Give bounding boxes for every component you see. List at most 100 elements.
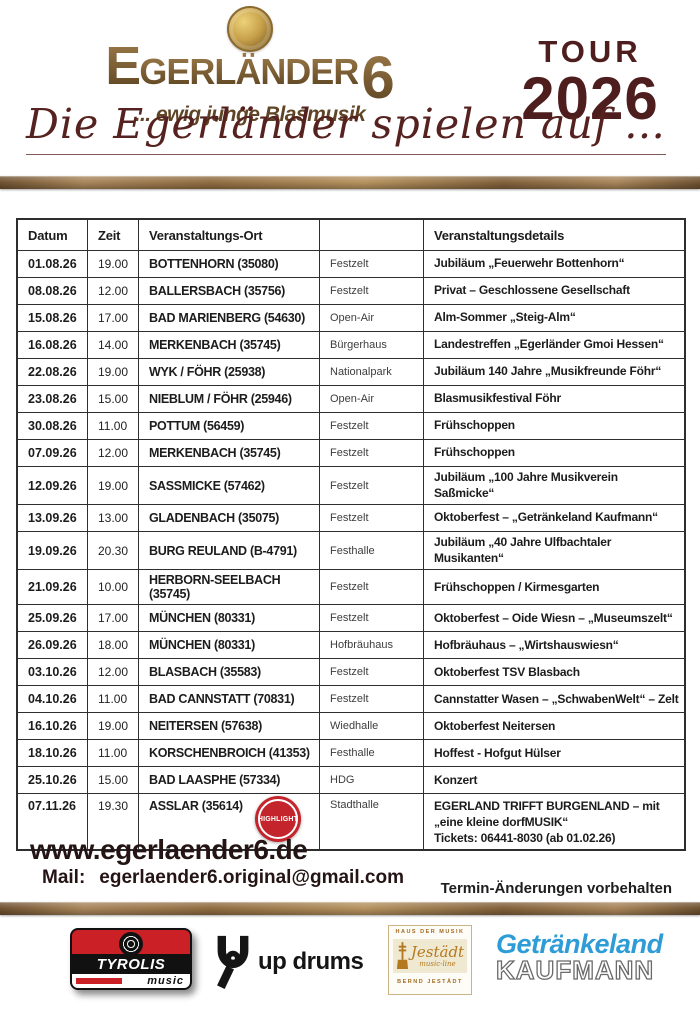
cell-ort: BALLERSBACH (35756): [139, 278, 320, 304]
cell-venue: Stadthalle: [320, 794, 424, 850]
cell-datum: 18.10.26: [18, 740, 88, 767]
tyrolis-strip: music: [72, 974, 190, 988]
cell-venue: Festhalle: [320, 740, 424, 767]
cell-details: Frühschoppen: [434, 418, 515, 433]
table-row: 19.09.26 20.30 BURG REULAND (B-4791) Fes…: [18, 531, 684, 570]
cell-ort: MÜNCHEN (80331): [139, 632, 320, 659]
tour-dates-table: Datum Zeit Veranstaltungs-Ort Veranstalt…: [16, 218, 686, 852]
ort-text: BLASBACH (35583): [149, 665, 261, 680]
cell-datum: 22.08.26: [18, 359, 88, 385]
kaufmann-line1: Getränkeland: [496, 929, 663, 959]
sponsor-jestaedt-logo: HAUS DER MUSIK Jestädt music-line BERND …: [388, 925, 472, 995]
jestaedt-mid: Jestädt music-line: [393, 939, 467, 973]
table-row: 22.08.26 19.00 WYK / FÖHR (25938) Nation…: [18, 358, 684, 385]
cell-ort: BLASBACH (35583): [139, 659, 320, 686]
table-header-row: Datum Zeit Veranstaltungs-Ort Veranstalt…: [18, 220, 684, 250]
cell-zeit: 19.30: [88, 794, 139, 850]
cell-zeit: 18.00: [88, 632, 139, 659]
cell-datum: 07.11.26: [18, 794, 88, 850]
ort-text: NIEBLUM / FÖHR (25946): [149, 392, 292, 406]
cell-details: Jubiläum „Feuerwehr Bottenhorn“: [434, 256, 625, 271]
ort-text: BAD CANNSTATT (70831): [149, 692, 295, 707]
cell-datum: 03.10.26: [18, 659, 88, 686]
tour-label: TOUR: [538, 34, 642, 69]
header-zeit: Zeit: [88, 220, 139, 250]
cell-ort: NEITERSEN (57638): [139, 713, 320, 740]
cell-ort: WYK / FÖHR (25938): [139, 359, 320, 385]
cell-ort: ASSLAR (35614) HIGHLIGHT: [139, 794, 320, 850]
ort-text: MÜNCHEN (80331): [149, 638, 255, 653]
band-name: EGERLÄNDER6: [100, 39, 400, 108]
table-row: 25.10.26 15.00 BAD LAASPHE (57334) HDG K…: [18, 766, 684, 794]
cell-zeit: 15.00: [88, 767, 139, 794]
cell-ort: BAD MARIENBERG (54630): [139, 305, 320, 331]
drum-key-icon: [217, 935, 249, 990]
cell-venue: Nationalpark: [320, 359, 424, 385]
cell-details: Jubiläum „100 Jahre Musikverein Saßmicke…: [434, 470, 618, 500]
cell-zeit: 10.00: [88, 570, 139, 605]
tyrolis-sub: music: [147, 975, 184, 987]
cell-datum: 21.09.26: [18, 570, 88, 605]
cell-details: Privat – Geschlossene Gesellschaft: [434, 283, 630, 298]
table-row: 03.10.26 12.00 BLASBACH (35583) Festzelt…: [18, 658, 684, 686]
table-row: 08.08.26 12.00 BALLERSBACH (35756) Festz…: [18, 277, 684, 304]
ort-text: BALLERSBACH (35756): [149, 284, 285, 298]
highlight-badge: HIGHLIGHT: [255, 796, 301, 843]
cell-venue: Festzelt: [320, 467, 424, 505]
cell-datum: 12.09.26: [18, 467, 88, 505]
cell-details: Hofbräuhaus – „Wirtshauswiesn“: [434, 637, 619, 652]
ort-text: BAD MARIENBERG (54630): [149, 311, 305, 325]
cell-zeit: 11.00: [88, 413, 139, 439]
jestaedt-sub: music-line: [419, 959, 456, 968]
band-logo: EGERLÄNDER6 ... ewig junge Blasmusik: [100, 6, 400, 127]
cell-ort: GLADENBACH (35075): [139, 505, 320, 532]
table-row: 13.09.26 13.00 GLADENBACH (35075) Festze…: [18, 504, 684, 532]
cell-venue: HDG: [320, 767, 424, 794]
tyrolis-red-stripe: [76, 978, 122, 984]
cell-datum: 16.10.26: [18, 713, 88, 740]
ort-text: GLADENBACH (35075): [149, 511, 280, 526]
cell-venue: Festhalle: [320, 532, 424, 570]
cell-details: Cannstatter Wasen – „SchwabenWelt“ – Zel…: [434, 691, 679, 706]
header-datum: Datum: [18, 220, 88, 250]
cell-datum: 19.09.26: [18, 532, 88, 570]
cell-datum: 25.10.26: [18, 767, 88, 794]
wood-divider-top: [0, 176, 700, 189]
cell-datum: 07.09.26: [18, 440, 88, 466]
cell-venue: Festzelt: [320, 413, 424, 439]
vinyl-record-icon: [119, 932, 143, 956]
sponsor-kaufmann-logo: Getränkeland KAUFMANN: [495, 929, 663, 983]
table-row: 26.09.26 18.00 MÜNCHEN (80331) Hofbräuha…: [18, 631, 684, 659]
cell-zeit: 15.00: [88, 386, 139, 412]
header-details: Veranstaltungsdetails: [434, 227, 565, 243]
wood-divider-bottom: [0, 902, 700, 915]
band-number: 6: [361, 44, 395, 111]
band-name-rest: GERLÄNDER: [139, 51, 359, 92]
cell-zeit: 12.00: [88, 440, 139, 466]
ort-text: POTTUM (56459): [149, 419, 245, 433]
cell-ort: MERKENBACH (35745): [139, 332, 320, 358]
cell-datum: 04.10.26: [18, 686, 88, 713]
cell-datum: 26.09.26: [18, 632, 88, 659]
cell-details: Blasmusikfestival Föhr: [434, 391, 561, 406]
website-url: www.egerlaender6.de: [30, 834, 308, 865]
cell-venue: Festzelt: [320, 505, 424, 532]
table-row: 18.10.26 11.00 KORSCHENBROICH (41353) Fe…: [18, 739, 684, 767]
ort-text: MÜNCHEN (80331): [149, 611, 255, 626]
table-row: 01.08.26 19.00 BOTTENHORN (35080) Festze…: [18, 250, 684, 277]
cell-zeit: 19.00: [88, 251, 139, 277]
tyrolis-name: TYROLIS: [96, 955, 166, 973]
cell-datum: 16.08.26: [18, 332, 88, 358]
cell-venue: Bürgerhaus: [320, 332, 424, 358]
cell-zeit: 11.00: [88, 686, 139, 713]
tyrolis-name-band: TYROLIS: [72, 954, 190, 974]
cell-ort: POTTUM (56459): [139, 413, 320, 439]
cell-details: Jubiläum „40 Jahre Ulfbachtaler Musikant…: [434, 535, 612, 565]
ort-text: BURG REULAND (B-4791): [149, 543, 297, 558]
band-name-initial: E: [105, 36, 141, 96]
mail-address: egerlaender6.original@gmail.com: [99, 867, 404, 888]
table-row: 15.08.26 17.00 BAD MARIENBERG (54630) Op…: [18, 304, 684, 331]
table-body: 01.08.26 19.00 BOTTENHORN (35080) Festze…: [18, 250, 684, 850]
cell-ort: BAD CANNSTATT (70831): [139, 686, 320, 713]
ort-text: SASSMICKE (57462): [149, 478, 265, 493]
